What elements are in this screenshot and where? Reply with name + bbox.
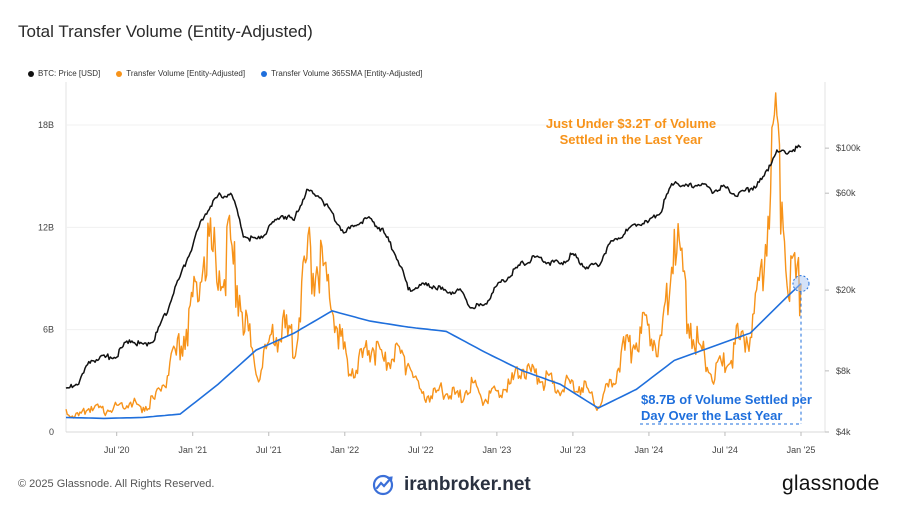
x-tick-label: Jan '25 xyxy=(787,445,816,455)
y-tick-label-left: 12B xyxy=(38,222,54,232)
annotation-volume-year: Settled in the Last Year xyxy=(560,132,703,147)
y-tick-label-right: $20k xyxy=(836,285,856,295)
watermark: iranbroker.net xyxy=(372,474,531,496)
y-tick-label-left: 0 xyxy=(49,427,54,437)
legend-item-volume[interactable]: Transfer Volume [Entity-Adjusted] xyxy=(116,69,245,78)
watermark-logo-icon xyxy=(372,474,394,496)
x-tick-label: Jul '22 xyxy=(408,445,434,455)
x-tick-label: Jul '20 xyxy=(104,445,130,455)
brand-logo: glassnode xyxy=(782,472,880,495)
y-tick-label-right: $8k xyxy=(836,366,851,376)
x-tick-label: Jan '21 xyxy=(178,445,207,455)
chart-legend: BTC: Price [USD] Transfer Volume [Entity… xyxy=(28,69,422,78)
series-transfer-volume-sma xyxy=(65,283,802,420)
chart-title: Total Transfer Volume (Entity-Adjusted) xyxy=(18,22,313,41)
y-tick-label-left: 6B xyxy=(43,325,54,335)
x-tick-label: Jul '24 xyxy=(712,445,738,455)
y-tick-label-left: 18B xyxy=(38,120,54,130)
legend-item-sma[interactable]: Transfer Volume 365SMA [Entity-Adjusted] xyxy=(261,69,422,78)
copyright-text: © 2025 Glassnode. All Rights Reserved. xyxy=(18,478,215,490)
watermark-text: iranbroker.net xyxy=(404,474,531,495)
x-tick-label: Jul '21 xyxy=(256,445,282,455)
annotation-volume-day: $8.7B of Volume Settled per xyxy=(641,392,812,407)
x-tick-label: Jul '23 xyxy=(560,445,586,455)
annotation-volume-day: Day Over the Last Year xyxy=(641,408,782,423)
annotation-volume-year: Just Under $3.2T of Volume xyxy=(546,116,716,131)
x-tick-label: Jan '23 xyxy=(482,445,511,455)
highlight-marker xyxy=(792,275,810,293)
series-transfer-volume xyxy=(65,92,802,419)
legend-item-price[interactable]: BTC: Price [USD] xyxy=(28,69,100,78)
legend-dot-volume xyxy=(116,70,123,77)
y-tick-label-right: $60k xyxy=(836,188,856,198)
legend-label-sma: Transfer Volume 365SMA [Entity-Adjusted] xyxy=(271,69,423,78)
legend-label-volume: Transfer Volume [Entity-Adjusted] xyxy=(126,69,246,78)
legend-label-price: BTC: Price [USD] xyxy=(38,69,101,78)
x-tick-label: Jan '22 xyxy=(330,445,359,455)
y-tick-label-right: $100k xyxy=(836,143,861,153)
x-tick-label: Jan '24 xyxy=(635,445,664,455)
legend-dot-sma xyxy=(261,70,268,77)
series-btc-price xyxy=(65,144,802,389)
legend-dot-price xyxy=(28,70,34,77)
y-tick-label-right: $4k xyxy=(836,427,851,437)
